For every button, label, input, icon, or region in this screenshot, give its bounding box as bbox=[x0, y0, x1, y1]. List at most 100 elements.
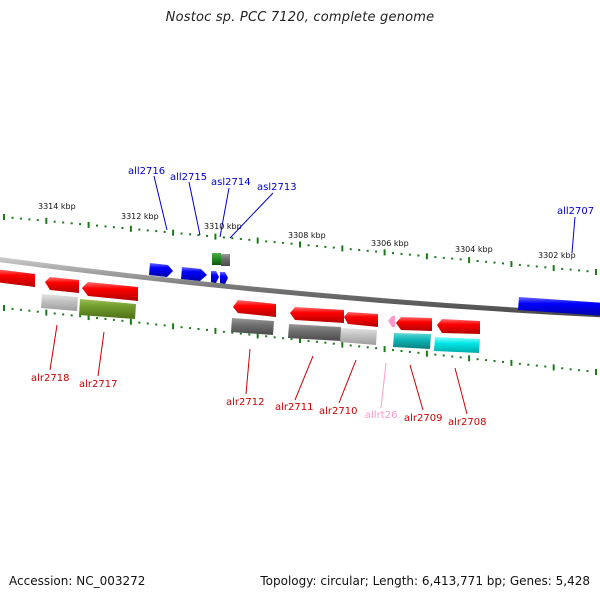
label-asl2713[interactable]: asl2713 bbox=[257, 182, 297, 193]
scale-minor-tick bbox=[578, 269, 581, 272]
gene-allrt26[interactable] bbox=[388, 316, 395, 327]
scale-major-tick bbox=[595, 369, 597, 375]
label-allrt26[interactable]: allrt26 bbox=[365, 410, 397, 421]
feature-light-1[interactable] bbox=[41, 294, 78, 311]
label-alr2718[interactable]: alr2718 bbox=[31, 373, 69, 384]
scale-major-tick bbox=[256, 332, 259, 339]
gene-asl2713[interactable] bbox=[220, 272, 228, 284]
genome-axis bbox=[0, 257, 600, 318]
scale-major-tick bbox=[341, 245, 344, 252]
feature-teal[interactable] bbox=[393, 333, 431, 349]
gene-alr2710[interactable] bbox=[344, 312, 378, 327]
label-alr2711[interactable]: alr2711 bbox=[275, 402, 313, 413]
scale-minor-tick bbox=[104, 225, 107, 228]
label-all2707[interactable]: all2707 bbox=[557, 206, 594, 217]
scale-minor-tick bbox=[206, 328, 208, 331]
scale-minor-tick bbox=[561, 367, 564, 370]
label-alr2708[interactable]: alr2708 bbox=[448, 417, 486, 428]
scale-minor-tick bbox=[28, 218, 31, 221]
scale-minor-tick bbox=[586, 270, 589, 273]
tick-label-3308: 3308 kbp bbox=[288, 231, 326, 240]
scale-minor-tick bbox=[358, 249, 361, 251]
gene-alr2718[interactable] bbox=[45, 277, 79, 293]
feature-cyan[interactable] bbox=[434, 337, 480, 353]
scale-minor-tick bbox=[104, 318, 107, 320]
scale-minor-tick bbox=[569, 268, 572, 271]
scale-minor-tick bbox=[112, 226, 115, 229]
scale-minor-tick bbox=[273, 336, 276, 339]
feature-dark-1[interactable] bbox=[231, 318, 274, 335]
scale-minor-tick bbox=[442, 354, 445, 357]
scale-minor-tick bbox=[535, 265, 538, 268]
scale-dots-lower bbox=[3, 305, 597, 375]
label-all2716[interactable]: all2716 bbox=[128, 166, 165, 177]
gene-all2716[interactable] bbox=[149, 263, 173, 277]
gene-asl2714[interactable] bbox=[211, 271, 219, 283]
scale-minor-tick bbox=[197, 234, 200, 237]
gene-grey-block[interactable] bbox=[221, 254, 230, 266]
label-alr2717[interactable]: alr2717 bbox=[79, 379, 117, 390]
gene-alr2708[interactable] bbox=[437, 319, 480, 334]
gene-alr2712[interactable] bbox=[233, 300, 276, 317]
scale-minor-tick bbox=[36, 219, 39, 222]
scale-major-tick bbox=[129, 225, 132, 232]
label-alr2712[interactable]: alr2712 bbox=[226, 397, 264, 408]
scale-minor-tick bbox=[527, 264, 530, 267]
scale-major-tick bbox=[383, 346, 386, 353]
scale-minor-tick bbox=[485, 260, 488, 263]
scale-major-tick bbox=[3, 214, 5, 220]
gene-all2707[interactable] bbox=[518, 297, 600, 316]
scale-minor-tick bbox=[155, 230, 158, 233]
scale-minor-tick bbox=[222, 236, 225, 239]
gene-green-block[interactable] bbox=[212, 253, 221, 265]
scale-minor-tick bbox=[535, 364, 538, 367]
gene-alr2711[interactable] bbox=[290, 307, 344, 323]
scale-major-tick bbox=[341, 341, 344, 348]
scale-major-tick bbox=[87, 221, 90, 228]
forward-strand-track bbox=[0, 269, 480, 334]
tick-label-3304: 3304 kbp bbox=[455, 245, 493, 254]
scale-minor-tick bbox=[476, 358, 479, 361]
scale-minor-tick bbox=[307, 244, 310, 247]
scale-minor-tick bbox=[408, 350, 411, 353]
scale-major-tick bbox=[214, 233, 217, 240]
scale-major-tick bbox=[299, 241, 301, 248]
feature-dark-2[interactable] bbox=[288, 324, 341, 341]
gene-alr2709[interactable] bbox=[396, 317, 432, 331]
scale-minor-tick bbox=[19, 308, 22, 311]
scale-minor-tick bbox=[434, 353, 437, 356]
scale-minor-tick bbox=[79, 315, 82, 318]
gene-alr2717[interactable] bbox=[82, 282, 138, 301]
feature-light-2[interactable] bbox=[340, 328, 377, 345]
gene-all2715[interactable] bbox=[181, 267, 207, 281]
feature-olive[interactable] bbox=[79, 299, 136, 319]
label-asl2714[interactable]: asl2714 bbox=[211, 177, 251, 188]
scale-minor-tick bbox=[544, 266, 547, 269]
gene-left-edge[interactable] bbox=[0, 269, 35, 287]
scale-major-tick bbox=[299, 337, 301, 343]
scale-minor-tick bbox=[290, 338, 293, 341]
label-alr2709[interactable]: alr2709 bbox=[404, 413, 442, 424]
label-alr2710[interactable]: alr2710 bbox=[319, 406, 357, 417]
scale-minor-tick bbox=[121, 227, 124, 229]
scale-minor-tick bbox=[332, 342, 335, 345]
scale-minor-tick bbox=[451, 257, 454, 260]
tick-label-3310: 3310 kbp bbox=[204, 222, 242, 231]
scale-minor-tick bbox=[417, 254, 420, 257]
scale-minor-tick bbox=[96, 224, 98, 227]
gene-labels: all2716 all2715 asl2714 asl2713 all2707 … bbox=[31, 166, 594, 428]
scale-major-tick bbox=[45, 309, 48, 316]
scale-minor-tick bbox=[366, 249, 369, 252]
scale-minor-tick bbox=[146, 322, 149, 325]
scale-minor-tick bbox=[189, 233, 192, 236]
label-all2715[interactable]: all2715 bbox=[170, 172, 207, 183]
tick-label-3312: 3312 kbp bbox=[121, 212, 159, 221]
scale-minor-tick bbox=[451, 355, 454, 358]
scale-minor-tick bbox=[248, 238, 251, 241]
scale-minor-tick bbox=[70, 222, 73, 225]
scale-minor-tick bbox=[392, 349, 394, 352]
scale-minor-tick bbox=[586, 370, 589, 373]
scale-major-tick bbox=[595, 269, 597, 275]
scale-minor-tick bbox=[332, 246, 335, 249]
